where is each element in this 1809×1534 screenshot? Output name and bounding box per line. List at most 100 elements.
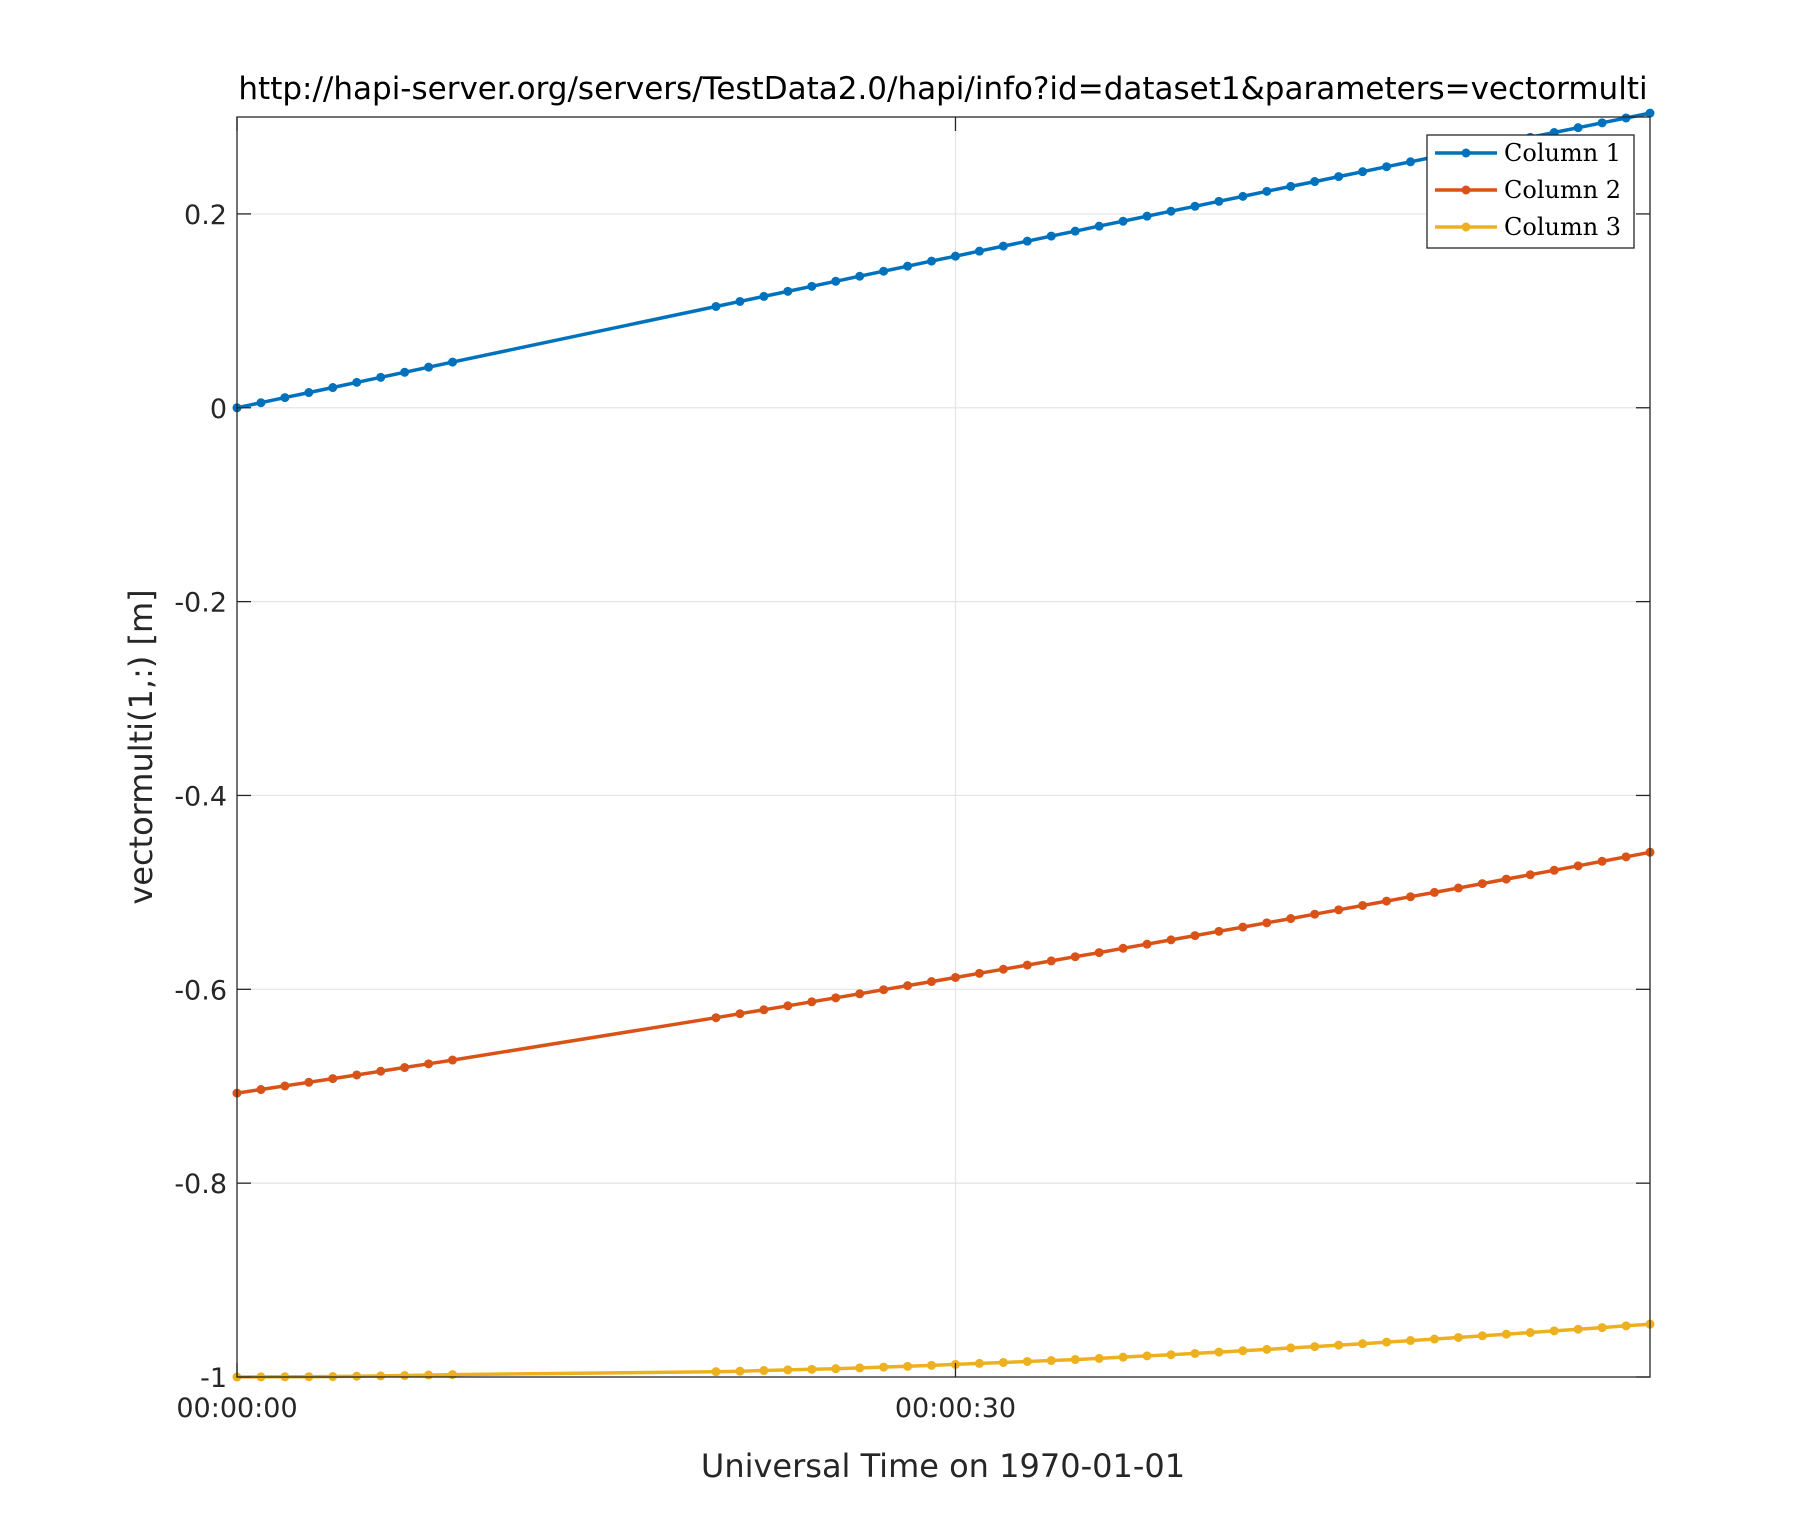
data-point bbox=[1358, 900, 1368, 910]
data-point bbox=[1286, 914, 1296, 924]
data-point bbox=[1118, 216, 1128, 226]
x-tick-label: 00:00:00 bbox=[176, 1393, 297, 1424]
data-point bbox=[831, 276, 841, 286]
data-point bbox=[1190, 1348, 1200, 1358]
data-point bbox=[1406, 892, 1416, 902]
data-point bbox=[1022, 1356, 1032, 1366]
x-tick-label: 00:00:30 bbox=[895, 1393, 1016, 1424]
data-point bbox=[1525, 870, 1535, 880]
legend-swatch-marker bbox=[1461, 222, 1471, 232]
data-point bbox=[1573, 861, 1583, 871]
data-point bbox=[1597, 856, 1607, 866]
data-point bbox=[1382, 162, 1392, 172]
series-2 bbox=[232, 847, 1655, 1098]
series-lines bbox=[232, 108, 1655, 1382]
data-point bbox=[1334, 905, 1344, 915]
data-point bbox=[1597, 1323, 1607, 1333]
data-point bbox=[903, 981, 913, 991]
data-point bbox=[1477, 879, 1487, 889]
data-point bbox=[1382, 896, 1392, 906]
legend[interactable]: Column 1 Column 2 Column 3 bbox=[1426, 134, 1635, 249]
data-point bbox=[759, 1366, 769, 1376]
data-point bbox=[1501, 1329, 1511, 1339]
data-point bbox=[879, 266, 889, 276]
data-point bbox=[783, 1365, 793, 1375]
data-point bbox=[927, 977, 937, 987]
data-point bbox=[1621, 113, 1631, 123]
data-point bbox=[1334, 1340, 1344, 1350]
y-tick-label: -0.2 bbox=[174, 588, 227, 619]
legend-entry[interactable]: Column 1 bbox=[1435, 139, 1621, 167]
data-point bbox=[1573, 1324, 1583, 1334]
data-point bbox=[304, 1077, 314, 1087]
data-point bbox=[1573, 123, 1583, 133]
data-point bbox=[1238, 1346, 1248, 1356]
data-point bbox=[424, 1059, 434, 1069]
data-point bbox=[783, 286, 793, 296]
data-point bbox=[1310, 1342, 1320, 1352]
data-point bbox=[424, 1370, 434, 1380]
data-point bbox=[1549, 1326, 1559, 1336]
data-point bbox=[448, 1055, 458, 1065]
data-point bbox=[1621, 852, 1631, 862]
data-point bbox=[1094, 948, 1104, 958]
data-point bbox=[1334, 172, 1344, 182]
data-point bbox=[1046, 956, 1056, 966]
data-point bbox=[711, 1367, 721, 1377]
data-point bbox=[950, 972, 960, 982]
data-point bbox=[1429, 1334, 1439, 1344]
data-point bbox=[1046, 231, 1056, 241]
data-point bbox=[735, 1366, 745, 1376]
data-point bbox=[974, 1358, 984, 1368]
data-point bbox=[998, 1357, 1008, 1367]
legend-label: Column 2 bbox=[1504, 176, 1621, 204]
data-point bbox=[711, 1013, 721, 1023]
series-3 bbox=[232, 1319, 1655, 1382]
legend-swatch-marker bbox=[1461, 185, 1471, 195]
data-point bbox=[855, 989, 865, 999]
data-point bbox=[1525, 1328, 1535, 1338]
data-point bbox=[352, 377, 362, 387]
data-point bbox=[1453, 883, 1463, 893]
data-point bbox=[903, 261, 913, 271]
data-point bbox=[759, 291, 769, 301]
data-point bbox=[256, 1085, 266, 1095]
data-point bbox=[1477, 1331, 1487, 1341]
data-point bbox=[1238, 922, 1248, 932]
y-tick-label: -0.4 bbox=[174, 781, 227, 812]
data-point bbox=[1453, 1332, 1463, 1342]
data-point bbox=[1166, 935, 1176, 945]
y-axis-label: vectormulti(1,:) [m] bbox=[122, 589, 160, 904]
data-point bbox=[1310, 177, 1320, 187]
data-point bbox=[400, 1371, 410, 1381]
data-point bbox=[783, 1001, 793, 1011]
data-point bbox=[1190, 931, 1200, 941]
data-point bbox=[424, 362, 434, 372]
data-point bbox=[1286, 181, 1296, 191]
chart-title: http://hapi-server.org/servers/TestData2… bbox=[238, 71, 1647, 107]
data-point bbox=[1094, 221, 1104, 231]
data-point bbox=[1142, 939, 1152, 949]
data-point bbox=[1214, 926, 1224, 936]
y-tick-label: 0 bbox=[210, 394, 227, 425]
data-point bbox=[400, 1063, 410, 1073]
legend-entry[interactable]: Column 3 bbox=[1435, 213, 1621, 241]
legend-entry[interactable]: Column 2 bbox=[1435, 176, 1621, 204]
data-point bbox=[855, 1363, 865, 1373]
data-point bbox=[352, 1371, 362, 1381]
data-point bbox=[1262, 1344, 1272, 1354]
data-point bbox=[735, 1009, 745, 1019]
data-point bbox=[807, 1364, 817, 1374]
data-point bbox=[1597, 118, 1607, 128]
data-point bbox=[974, 968, 984, 978]
grid-lines bbox=[237, 117, 1650, 1377]
legend-swatch-marker bbox=[1461, 148, 1471, 158]
data-point bbox=[304, 388, 314, 398]
data-point bbox=[1070, 226, 1080, 236]
data-point bbox=[1022, 960, 1032, 970]
data-point bbox=[328, 1074, 338, 1084]
data-point bbox=[1262, 918, 1272, 928]
data-point bbox=[1406, 157, 1416, 167]
data-point bbox=[1070, 1355, 1080, 1365]
data-point bbox=[352, 1070, 362, 1080]
